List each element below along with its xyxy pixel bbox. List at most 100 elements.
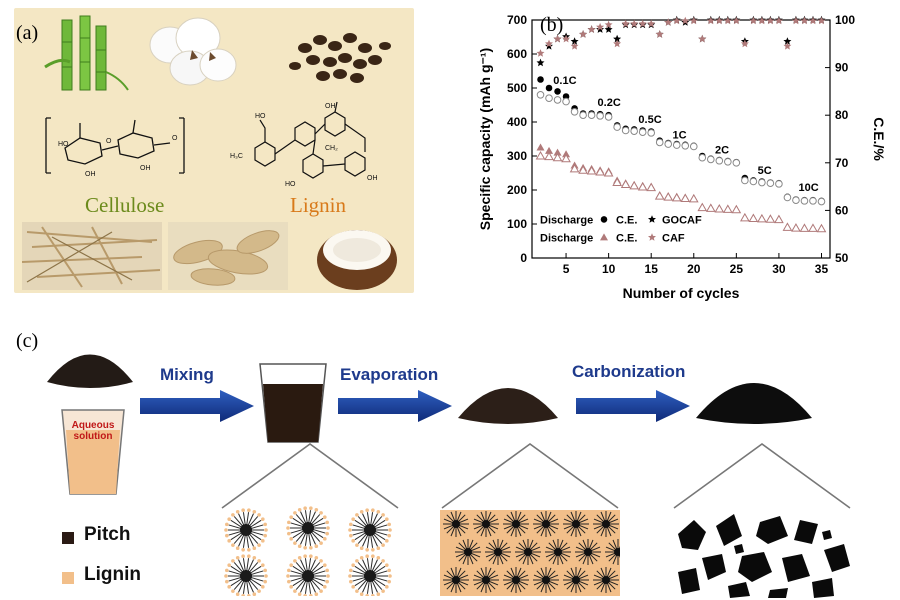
series-5-point bbox=[723, 16, 732, 25]
carbon-pile-icon bbox=[696, 383, 812, 424]
series-1-point bbox=[707, 155, 715, 164]
svg-text:OH: OH bbox=[325, 103, 336, 110]
series-3-point bbox=[808, 223, 818, 232]
lignin-structure-icon: H₃C HO OH CH₂ OH HO bbox=[230, 101, 378, 188]
series-1-point bbox=[681, 142, 690, 150]
series-1-point bbox=[579, 111, 587, 119]
series-1-point bbox=[604, 113, 613, 121]
y-tick-label: 200 bbox=[507, 183, 527, 197]
pitch-domain bbox=[473, 567, 499, 593]
series-5-point bbox=[638, 19, 647, 28]
series-1-point bbox=[749, 177, 758, 186]
series-4-point bbox=[596, 25, 605, 33]
lignin-legend-label: Lignin bbox=[84, 564, 141, 585]
micelle bbox=[286, 554, 330, 596]
pitch-swatch bbox=[62, 532, 74, 544]
series-5-point bbox=[783, 42, 792, 50]
series-1-point bbox=[630, 127, 638, 135]
zoom-indicator-3 bbox=[673, 443, 851, 509]
x-tick-label: 15 bbox=[645, 262, 659, 276]
legend-text: Discharge bbox=[540, 232, 593, 244]
legend-text: C.E. bbox=[616, 214, 637, 226]
series-3-point bbox=[544, 151, 554, 161]
series-2-point bbox=[545, 146, 554, 154]
series-5-point bbox=[681, 16, 690, 25]
series-5-point bbox=[562, 34, 571, 43]
y2-axis-label: C.E./% bbox=[871, 117, 887, 161]
series-1-point bbox=[792, 196, 800, 204]
x-tick-label: 10 bbox=[602, 262, 616, 276]
series-4-point bbox=[536, 58, 545, 67]
series-3-point bbox=[646, 182, 657, 192]
legend-text: C.E. bbox=[616, 232, 637, 244]
series-0-point bbox=[562, 93, 570, 100]
evaporation-label: Evaporation bbox=[340, 365, 439, 384]
series-3-point bbox=[629, 180, 640, 190]
micelle bbox=[224, 554, 268, 596]
series-5-point bbox=[587, 25, 596, 33]
series-5-point bbox=[774, 16, 783, 25]
series-3-point bbox=[612, 177, 623, 187]
capacity-chart: 5 10 15 20 25 30 35 0 100 200 300 400 500 600 700 50 60 7… bbox=[477, 13, 887, 301]
series-5-point bbox=[766, 16, 775, 25]
legend-text: GOCAF bbox=[662, 214, 702, 226]
series-4-point bbox=[545, 42, 553, 50]
y-tick-label: 100 bbox=[507, 217, 527, 231]
y-tick-label: 600 bbox=[507, 47, 527, 61]
legend-marker bbox=[600, 216, 608, 223]
pitch-domain bbox=[515, 539, 541, 565]
series-0-point bbox=[554, 88, 561, 95]
carbonization-label: Carbonization bbox=[572, 362, 686, 381]
rate-label: 0.5C bbox=[638, 114, 661, 126]
rate-label: 5C bbox=[758, 165, 772, 177]
x-axis-label: Number of cycles bbox=[623, 285, 740, 301]
series-1-point bbox=[613, 123, 621, 131]
series-5-point bbox=[570, 42, 579, 50]
series-3-point bbox=[739, 212, 750, 222]
mixing-arrow-icon bbox=[140, 390, 254, 422]
series-1-point bbox=[621, 126, 630, 135]
coconut-icon bbox=[317, 230, 397, 290]
micelle bbox=[286, 506, 330, 550]
legend-marker bbox=[648, 215, 656, 223]
series-4-point bbox=[570, 37, 579, 45]
series-1-point bbox=[783, 193, 792, 202]
x-tick-label: 20 bbox=[687, 262, 701, 276]
series-1-point bbox=[809, 197, 817, 205]
series-5-point bbox=[647, 19, 656, 28]
rate-label: 0.2C bbox=[598, 97, 621, 109]
chart-frame bbox=[531, 19, 831, 259]
pitch-pile-icon bbox=[47, 354, 133, 388]
series-5-point bbox=[604, 20, 613, 29]
series-3-point bbox=[722, 204, 733, 213]
pitch-domain bbox=[455, 539, 481, 565]
series-5-point bbox=[630, 19, 639, 28]
legend-text: Discharge bbox=[540, 214, 593, 226]
series-1-point bbox=[570, 108, 579, 116]
series-5-point bbox=[689, 16, 698, 25]
series-1-point bbox=[775, 180, 783, 188]
series-1-point bbox=[724, 157, 732, 166]
series-5-point bbox=[698, 34, 707, 43]
series-3-point bbox=[748, 213, 759, 223]
series-0-point bbox=[545, 84, 553, 92]
pitch-domain bbox=[605, 539, 620, 565]
y-tick-label: 500 bbox=[507, 81, 527, 95]
pitch-domain bbox=[545, 539, 571, 565]
series-3-point bbox=[731, 204, 742, 214]
series-1-point bbox=[647, 129, 655, 137]
x-tick-label: 35 bbox=[815, 262, 829, 276]
rate-label: 0.1C bbox=[553, 75, 576, 87]
series-5-point bbox=[664, 18, 673, 26]
rate-label: 2C bbox=[715, 145, 729, 157]
x-tick-label: 30 bbox=[772, 262, 786, 276]
series-1-point bbox=[655, 138, 664, 147]
series-1-point bbox=[672, 141, 681, 149]
svg-text:OH: OH bbox=[140, 165, 151, 172]
series-1-point bbox=[664, 140, 673, 148]
series-5-point bbox=[791, 16, 800, 25]
series-1-point bbox=[758, 178, 766, 187]
rate-label: 1C bbox=[672, 129, 686, 141]
series-5-point bbox=[545, 39, 553, 48]
lignin-label: Lignin bbox=[290, 193, 346, 217]
